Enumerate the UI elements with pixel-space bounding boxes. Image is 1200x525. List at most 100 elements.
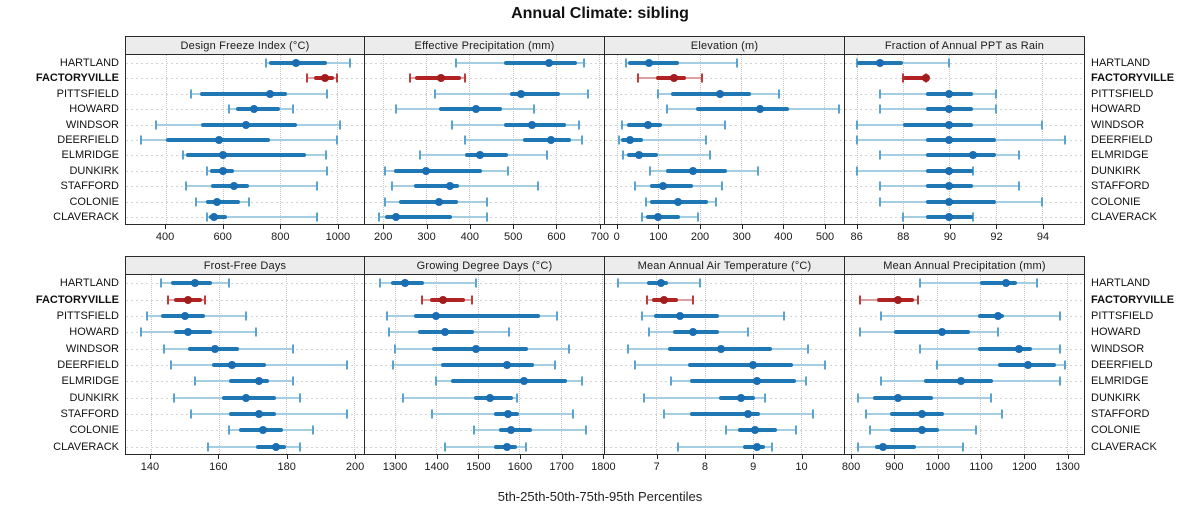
axis-tick bbox=[599, 225, 601, 229]
whisker-cap-95th bbox=[721, 181, 724, 191]
iqr-bar-25th-75th bbox=[498, 428, 532, 433]
axis-tick bbox=[395, 455, 396, 459]
range-line-5th-95th bbox=[403, 396, 518, 399]
median-dot bbox=[437, 74, 446, 83]
whisker-cap-95th bbox=[247, 197, 250, 207]
whisker-cap-95th bbox=[1059, 311, 1062, 321]
whisker-cap-5th bbox=[402, 393, 405, 403]
whisker-cap-5th bbox=[725, 425, 728, 435]
axis-tick bbox=[656, 455, 658, 459]
iqr-bar-25th-75th bbox=[654, 313, 719, 318]
median-dot bbox=[502, 361, 511, 369]
whisker-cap-95th bbox=[806, 344, 809, 354]
median-dot bbox=[643, 120, 652, 129]
median-dot bbox=[945, 120, 954, 129]
panel-title-mean-annual-precipitation-mm: Mean Annual Precipitation (mm) bbox=[883, 259, 1046, 272]
iqr-bar-25th-75th bbox=[872, 395, 933, 400]
axis-tick bbox=[603, 455, 605, 459]
median-dot bbox=[674, 197, 683, 206]
whisker-cap-5th bbox=[408, 73, 411, 83]
axis-tick-label: 160 bbox=[209, 461, 228, 473]
gridline-horizontal bbox=[365, 283, 604, 285]
median-dot bbox=[968, 151, 977, 160]
whisker-cap-5th bbox=[435, 376, 438, 386]
whisker-cap-95th bbox=[324, 150, 327, 160]
iqr-bar-25th-75th bbox=[430, 297, 465, 302]
axis-tick bbox=[825, 225, 826, 229]
axis-tick bbox=[753, 455, 755, 459]
whisker-cap-5th bbox=[387, 327, 390, 337]
iqr-bar-25th-75th bbox=[926, 153, 996, 158]
whisker-cap-95th bbox=[994, 104, 997, 114]
row-label-right-pittsfield: PITTSFIELD bbox=[1091, 87, 1154, 100]
whisker-cap-5th bbox=[878, 181, 881, 191]
whisker-cap-95th bbox=[794, 425, 797, 435]
panel-plot-mean-annual-precipitation-mm bbox=[845, 275, 1085, 455]
whisker-cap-95th bbox=[292, 344, 295, 354]
whisker-cap-5th bbox=[159, 278, 162, 288]
whisker-cap-5th bbox=[140, 135, 143, 145]
median-dot bbox=[214, 136, 223, 144]
whisker-cap-95th bbox=[715, 197, 718, 207]
median-dot bbox=[445, 182, 454, 191]
row-label-right-factoryville: FACTORYVILLE bbox=[1091, 72, 1175, 85]
whisker-cap-5th bbox=[170, 360, 173, 370]
whisker-cap-95th bbox=[485, 212, 488, 222]
gridline-horizontal bbox=[365, 78, 604, 80]
row-label-right-elmridge: ELMRIDGE bbox=[1091, 149, 1149, 162]
axis-tick-label: 500 bbox=[503, 231, 523, 243]
range-line-5th-95th bbox=[856, 61, 950, 64]
iqr-bar-25th-75th bbox=[440, 363, 534, 367]
whisker-cap-5th bbox=[391, 360, 394, 370]
whisker-cap-95th bbox=[227, 278, 230, 288]
median-dot bbox=[471, 344, 480, 353]
median-dot bbox=[753, 442, 762, 451]
whisker-cap-5th bbox=[858, 295, 861, 305]
whisker-cap-95th bbox=[568, 344, 571, 354]
axis-tick-label: 800 bbox=[841, 461, 861, 473]
median-dot bbox=[190, 279, 199, 288]
axis-tick-label: 1300 bbox=[1055, 461, 1080, 473]
whisker-cap-95th bbox=[346, 409, 349, 419]
whisker-cap-95th bbox=[756, 166, 759, 176]
row-label-right-stafford: STAFFORD bbox=[1091, 408, 1150, 421]
whisker-cap-5th bbox=[616, 278, 619, 288]
panel-title-growing-degree-days-c: Growing Degree Days (°C) bbox=[416, 259, 553, 272]
iqr-bar-25th-75th bbox=[211, 363, 266, 367]
whisker-cap-95th bbox=[346, 360, 349, 370]
axis-tick bbox=[165, 225, 167, 229]
row-label-left-hartland: HARTLAND bbox=[59, 277, 119, 290]
median-dot bbox=[392, 213, 401, 222]
median-dot bbox=[486, 393, 495, 402]
whisker-cap-95th bbox=[244, 311, 247, 321]
row-label-right-pittsfield: PITTSFIELD bbox=[1091, 309, 1154, 322]
whisker-cap-95th bbox=[948, 58, 951, 68]
axis-tick-label: 0 bbox=[613, 231, 620, 243]
whisker-cap-95th bbox=[996, 327, 999, 337]
whisker-cap-95th bbox=[254, 327, 257, 337]
range-line-5th-95th bbox=[444, 445, 526, 448]
whisker-cap-95th bbox=[763, 393, 766, 403]
axis-tick bbox=[280, 225, 282, 229]
median-dot bbox=[957, 377, 966, 386]
whisker-cap-95th bbox=[553, 360, 556, 370]
axis-tick bbox=[851, 455, 853, 459]
median-dot bbox=[1023, 361, 1032, 369]
whisker-cap-5th bbox=[648, 327, 651, 337]
median-dot bbox=[422, 166, 431, 175]
whisker-cap-5th bbox=[880, 376, 883, 386]
whisker-cap-95th bbox=[1059, 376, 1062, 386]
axis-tick-label: 86 bbox=[850, 231, 863, 243]
iqr-bar-25th-75th bbox=[439, 107, 502, 112]
median-dot bbox=[435, 197, 444, 206]
median-dot bbox=[635, 151, 644, 160]
row-label-left-factoryville: FACTORYVILLE bbox=[35, 72, 119, 85]
whisker-cap-95th bbox=[312, 425, 315, 435]
iqr-bar-25th-75th bbox=[696, 107, 789, 112]
axis-tick bbox=[658, 225, 660, 229]
axis-tick-label: 200 bbox=[374, 231, 393, 243]
whisker-cap-5th bbox=[184, 181, 187, 191]
panel-strip-mean-annual-air-temperature-c: Mean Annual Air Temperature (°C) bbox=[605, 256, 845, 275]
whisker-cap-5th bbox=[878, 150, 881, 160]
iqr-bar-25th-75th bbox=[903, 76, 927, 81]
